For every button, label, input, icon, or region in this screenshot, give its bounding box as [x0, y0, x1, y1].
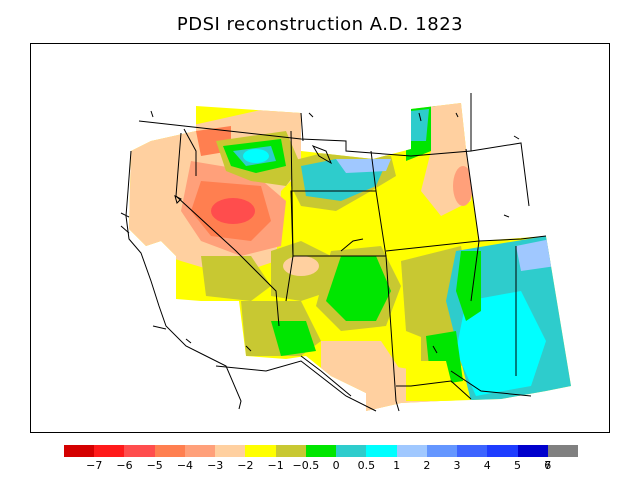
colorbar-swatch — [547, 445, 579, 457]
colorbar-label: −6 — [116, 459, 133, 472]
colorbar-label: 5 — [514, 459, 522, 472]
colorbar-swatch — [366, 445, 398, 457]
colorbar-label: −7 — [86, 459, 103, 472]
colorbar-swatch — [336, 445, 367, 457]
colorbar-label: −2 — [237, 459, 254, 472]
colorbar-swatch — [245, 445, 277, 457]
state-boundaries — [138, 93, 547, 402]
colorbar-swatch — [154, 445, 186, 457]
colorbar-label: 7 — [544, 459, 552, 472]
colorbar-swatch — [184, 445, 216, 457]
map-frame — [30, 43, 610, 433]
colorbar-swatch — [396, 445, 428, 457]
colorbar-swatch — [275, 445, 307, 457]
colorbar-swatch — [457, 445, 488, 457]
colorbar-label: 6 — [544, 459, 552, 472]
map-title: PDSI reconstruction A.D. 1823 — [176, 14, 464, 35]
colorbar-swatch — [94, 445, 125, 457]
colorbar-label: −4 — [176, 459, 194, 472]
colorbar-swatch — [124, 445, 156, 457]
colorbar-label: 3 — [453, 459, 461, 472]
colorbar-swatch — [426, 445, 458, 457]
colorbar-label: −0.5 — [292, 459, 320, 472]
colorbar-label: −5 — [146, 459, 163, 472]
pdsi-map — [120, 93, 571, 412]
colorbar-label: −1 — [267, 459, 284, 472]
colorbar-swatch — [64, 445, 95, 457]
colorbar-label: 0 — [332, 459, 340, 472]
colorbar — [64, 445, 579, 457]
colorbar-swatch — [487, 445, 519, 457]
colorbar-swatch — [215, 445, 246, 457]
colorbar-label: −3 — [207, 459, 224, 472]
colorbar-swatch — [517, 445, 549, 457]
colorbar-label: 4 — [483, 459, 491, 472]
colorbar-label: 1 — [393, 459, 401, 472]
colorbar-swatch — [305, 445, 337, 457]
colorbar-label: 0.5 — [357, 459, 376, 472]
colorbar-label: 2 — [423, 459, 431, 472]
lakes — [120, 110, 520, 354]
